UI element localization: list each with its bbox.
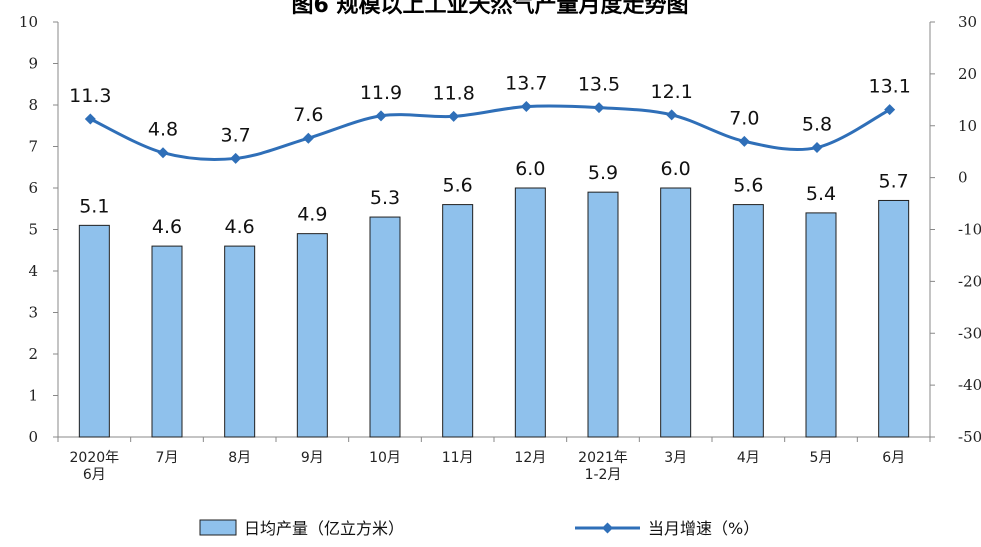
left-tick-label: 7 xyxy=(28,138,38,156)
bar xyxy=(442,204,474,438)
bar-value-label: 4.6 xyxy=(225,216,255,238)
right-tick-label: 30 xyxy=(958,13,977,31)
bar-value-label: 5.3 xyxy=(370,187,400,209)
bar xyxy=(78,224,110,438)
category-label: 11月 xyxy=(442,450,474,466)
bar-value-label: 5.4 xyxy=(806,183,836,205)
line-value-label: 11.9 xyxy=(360,82,402,104)
right-tick-label: -10 xyxy=(958,221,981,239)
left-tick-label: 4 xyxy=(28,262,38,280)
legend-line-label: 当月增速（%） xyxy=(648,519,759,538)
line-point-marker xyxy=(375,110,387,122)
bar-value-label: 4.9 xyxy=(297,204,327,226)
category-label: 12月 xyxy=(514,450,546,466)
category-label: 6月 xyxy=(83,467,106,483)
right-tick-label: 0 xyxy=(958,169,968,187)
bar xyxy=(514,187,546,438)
right-tick-label: 10 xyxy=(958,117,977,135)
line-series: 11.3 4.8 3.7 7.6 11.9 11.8 13.7 13.5 12.1 7.0 5.8 1… xyxy=(69,73,911,164)
line-point-marker xyxy=(593,102,605,114)
line-value-label: 5.8 xyxy=(802,114,832,136)
line-point-marker xyxy=(884,104,896,116)
bar xyxy=(732,204,764,438)
right-tick-label: 20 xyxy=(958,65,977,83)
left-tick-label: 2 xyxy=(28,345,38,363)
bar-value-label: 5.6 xyxy=(443,175,473,197)
left-tick-label: 10 xyxy=(19,13,38,31)
right-tick-label: -40 xyxy=(958,376,981,394)
legend: 日均产量（亿立方米） 当月增速（%） xyxy=(199,519,759,538)
bar-series: 5.1 4.6 4.6 4.9 5.3 5.6 6.0 5.9 6.0 5.6 5.4 5.7 xyxy=(78,158,910,438)
legend-line-marker xyxy=(602,522,613,534)
right-tick-label: -50 xyxy=(958,428,981,446)
right-tick-label: -20 xyxy=(958,272,981,290)
line-point-marker xyxy=(811,142,823,154)
line-value-label: 11.3 xyxy=(69,85,111,107)
left-tick-label: 8 xyxy=(28,96,38,114)
bar-value-label: 5.7 xyxy=(879,170,909,192)
category-label: 10月 xyxy=(369,450,401,466)
left-tick-label: 3 xyxy=(28,304,38,322)
bar xyxy=(587,191,619,438)
bar xyxy=(805,212,837,438)
category-label: 9月 xyxy=(301,450,324,466)
category-label: 4月 xyxy=(737,450,760,466)
category-label: 6月 xyxy=(882,450,905,466)
bar-value-label: 4.6 xyxy=(152,216,182,238)
bar-value-label: 6.0 xyxy=(515,158,545,180)
left-tick-label: 5 xyxy=(28,221,38,239)
bar xyxy=(224,245,256,438)
bar-value-label: 5.1 xyxy=(79,195,109,217)
left-tick-label: 0 xyxy=(28,428,38,446)
line-point-marker xyxy=(84,113,96,125)
line-value-label: 13.5 xyxy=(578,74,620,96)
chart-title: 图6 规模以上工业天然气产量月度走势图 xyxy=(292,0,689,18)
legend-bar-swatch xyxy=(199,519,237,536)
axes: 0 1 2 3 4 5 6 7 8 9 10 -50 -40 -30 -20 -10 0 10 20 30 xyxy=(19,13,981,446)
bar xyxy=(296,233,328,438)
category-label: 2020年 xyxy=(70,450,120,466)
line-value-label: 7.6 xyxy=(293,104,323,126)
category-label: 7月 xyxy=(156,450,179,466)
growth-line xyxy=(89,104,891,161)
bar-value-label: 5.9 xyxy=(588,162,618,184)
line-point-marker xyxy=(230,152,242,164)
bar xyxy=(151,245,183,438)
bar xyxy=(878,199,910,438)
left-tick-label: 6 xyxy=(28,179,38,197)
line-point-marker xyxy=(448,110,460,122)
bar-value-label: 6.0 xyxy=(661,158,691,180)
bar-value-label: 5.6 xyxy=(733,175,763,197)
line-point-marker xyxy=(666,109,678,121)
line-value-label: 3.7 xyxy=(221,124,251,146)
legend-bar-label: 日均产量（亿立方米） xyxy=(244,519,404,538)
line-value-label: 11.8 xyxy=(433,82,475,104)
left-tick-label: 1 xyxy=(28,387,38,405)
category-label: 8月 xyxy=(228,450,251,466)
line-point-marker xyxy=(157,147,169,159)
category-label: 3月 xyxy=(664,450,687,466)
line-value-label: 4.8 xyxy=(148,119,178,141)
line-value-label: 13.7 xyxy=(505,73,547,95)
line-value-label: 13.1 xyxy=(869,76,911,98)
line-value-label: 7.0 xyxy=(729,107,759,129)
right-tick-label: -30 xyxy=(958,324,981,342)
bar xyxy=(369,216,401,438)
category-label: 5月 xyxy=(810,450,833,466)
left-tick-label: 9 xyxy=(28,55,38,73)
category-label: 1-2月 xyxy=(585,467,622,483)
line-value-label: 12.1 xyxy=(651,81,693,103)
line-point-marker xyxy=(302,132,314,144)
line-point-marker xyxy=(520,101,532,113)
line-point-marker xyxy=(738,135,750,147)
category-label: 2021年 xyxy=(578,450,628,466)
bar xyxy=(660,187,692,438)
